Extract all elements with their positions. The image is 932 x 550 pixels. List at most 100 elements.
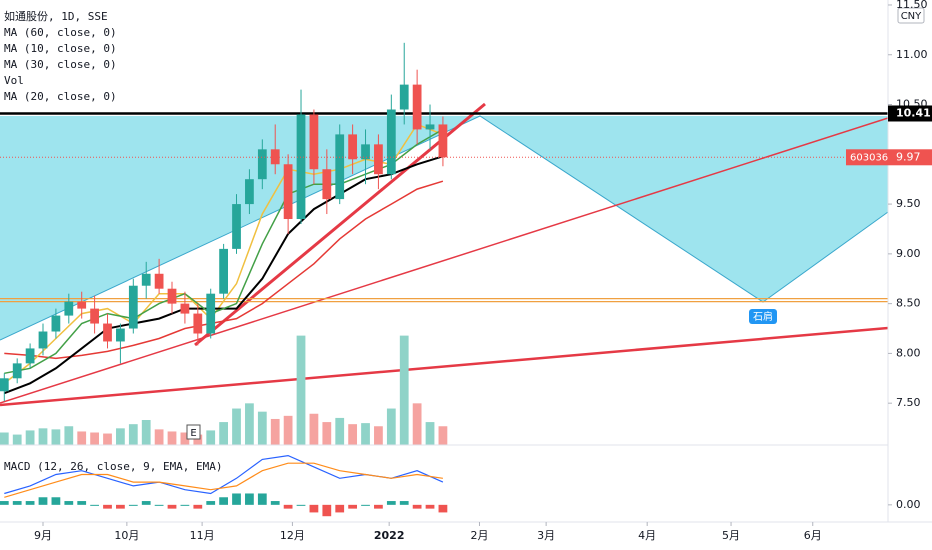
x-tick-label: 3月	[537, 529, 555, 542]
candle-body	[103, 323, 112, 342]
volume-bar	[309, 413, 319, 445]
macd-histogram	[348, 504, 358, 509]
x-tick-label: 11月	[190, 529, 215, 542]
x-tick-label: 12月	[280, 529, 305, 542]
macd-histogram	[361, 504, 370, 506]
macd-histogram	[386, 501, 396, 505]
earnings-label: E	[190, 428, 196, 439]
macd-histogram	[77, 501, 87, 505]
volume-bar	[38, 428, 48, 445]
level-badge	[888, 105, 932, 122]
currency: CNY	[901, 11, 922, 22]
macd-histogram	[335, 504, 345, 513]
volume-bar	[438, 426, 448, 445]
annotation: 石肩	[753, 310, 773, 323]
trend-line	[194, 102, 486, 347]
annotation-bg	[749, 309, 777, 324]
macd-histogram	[154, 504, 164, 506]
macd-title: MACD (12, 26, close, 9, EMA, EMA)	[4, 460, 223, 473]
macd-histogram	[399, 501, 409, 505]
candle-body	[219, 248, 228, 294]
macd-histogram	[322, 504, 332, 517]
volume-bar	[257, 411, 267, 445]
macd-histogram	[141, 501, 151, 505]
macd-histogram	[167, 504, 177, 509]
macd-histogram	[38, 497, 48, 505]
trend-line	[0, 117, 889, 404]
y-tick-label: 8.00	[896, 346, 921, 359]
macd-histogram	[270, 501, 280, 505]
candle-body	[309, 114, 319, 170]
macd-histogram	[219, 497, 228, 505]
macd-histogram	[12, 501, 22, 505]
candle-body	[283, 164, 293, 220]
macd-histogram	[128, 504, 138, 506]
macd-histogram	[103, 504, 112, 509]
macd-histogram	[90, 504, 99, 506]
candle-body	[386, 109, 396, 175]
y-tick-label: 9.00	[896, 247, 921, 260]
macd-histogram	[116, 504, 125, 509]
volume-bar	[283, 415, 293, 445]
candle-body	[206, 293, 216, 334]
macd-histogram	[412, 504, 422, 509]
volume-bar	[90, 432, 99, 445]
volume-bar	[167, 431, 177, 445]
candle-body	[116, 328, 125, 342]
level-label: 10.41	[896, 106, 931, 119]
legend-entry: MA (30, close, 0)	[4, 58, 117, 71]
macd-histogram	[245, 493, 254, 505]
volume-bar	[399, 335, 409, 445]
volume-bar	[25, 430, 35, 445]
legend-entry: Vol	[4, 74, 24, 87]
volume-bar	[361, 423, 370, 445]
y-tick-label: 8.50	[896, 297, 921, 310]
macd-histogram	[51, 497, 61, 505]
candle-body	[0, 378, 9, 392]
volume-bar	[116, 428, 125, 445]
volume-bar	[77, 431, 87, 445]
symbol-title: 如通股份, 1D, SSE	[4, 9, 108, 23]
candle-body	[51, 315, 61, 332]
macd-histogram	[283, 504, 293, 509]
candle-body	[322, 169, 332, 200]
candle-body	[38, 331, 48, 349]
volume-bar	[141, 420, 151, 445]
x-tick-label: 10月	[114, 529, 139, 542]
macd-histogram	[425, 504, 435, 509]
x-tick-label: 2月	[470, 529, 488, 542]
ma-line	[3, 123, 444, 384]
macd-histogram	[25, 501, 35, 505]
macd-histogram	[309, 504, 319, 513]
candle-body	[154, 273, 164, 289]
candle-body	[25, 348, 35, 364]
legend-entry: MA (20, close, 0)	[4, 90, 117, 103]
macd-histogram	[438, 504, 448, 513]
ma-line	[4, 180, 444, 360]
candle-body	[193, 313, 203, 334]
macd-histogram	[374, 504, 383, 509]
y-tick-label: 9.50	[896, 197, 921, 210]
volume-bar	[296, 335, 306, 445]
volume-bar	[322, 422, 332, 445]
volume-bar	[193, 434, 203, 445]
ma-line	[4, 128, 444, 375]
candle-body	[438, 124, 448, 158]
pattern-fill	[480, 116, 888, 302]
volume-bar	[335, 417, 345, 445]
y-tick-label: 7.50	[896, 396, 921, 409]
y-tick-label: 11.00	[896, 48, 928, 61]
macd-histogram	[206, 501, 216, 505]
volume-bar	[64, 426, 74, 445]
volume-bar	[128, 424, 138, 445]
currency-badge[interactable]	[897, 7, 925, 24]
earnings-marker[interactable]	[186, 424, 201, 440]
y-tick-label: 0.00	[896, 498, 921, 511]
legend-entry: MA (60, close, 0)	[4, 26, 117, 39]
volume-bar	[154, 429, 164, 445]
candle-body	[257, 149, 267, 180]
candle-body	[128, 285, 138, 329]
candle-body	[245, 179, 254, 205]
macd-histogram	[296, 504, 306, 506]
